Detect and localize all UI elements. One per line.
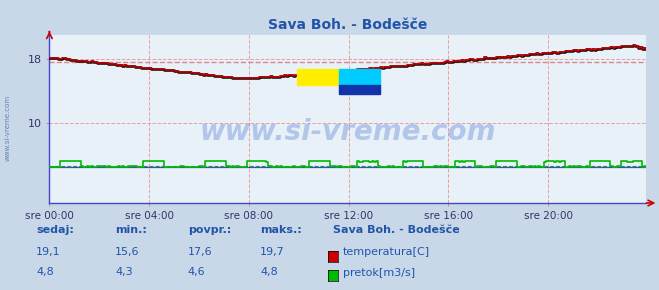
Text: pretok[m3/s]: pretok[m3/s] — [343, 267, 415, 278]
Text: 4,6: 4,6 — [188, 267, 206, 278]
Text: temperatura[C]: temperatura[C] — [343, 247, 430, 257]
Text: www.si-vreme.com: www.si-vreme.com — [200, 118, 496, 146]
Title: Sava Boh. - Bodešče: Sava Boh. - Bodešče — [268, 18, 427, 32]
Text: 15,6: 15,6 — [115, 247, 140, 257]
Text: 17,6: 17,6 — [188, 247, 212, 257]
Bar — [297, 69, 339, 85]
Text: maks.:: maks.: — [260, 225, 302, 235]
Text: 4,8: 4,8 — [260, 267, 278, 278]
Bar — [339, 85, 380, 93]
Text: sedaj:: sedaj: — [36, 225, 74, 235]
Text: www.si-vreme.com: www.si-vreme.com — [5, 95, 11, 161]
Text: 19,1: 19,1 — [36, 247, 61, 257]
Bar — [339, 69, 380, 85]
Text: 4,3: 4,3 — [115, 267, 133, 278]
Text: Sava Boh. - Bodešče: Sava Boh. - Bodešče — [333, 225, 459, 235]
Text: 4,8: 4,8 — [36, 267, 54, 278]
Text: povpr.:: povpr.: — [188, 225, 231, 235]
Text: min.:: min.: — [115, 225, 147, 235]
Text: 19,7: 19,7 — [260, 247, 285, 257]
